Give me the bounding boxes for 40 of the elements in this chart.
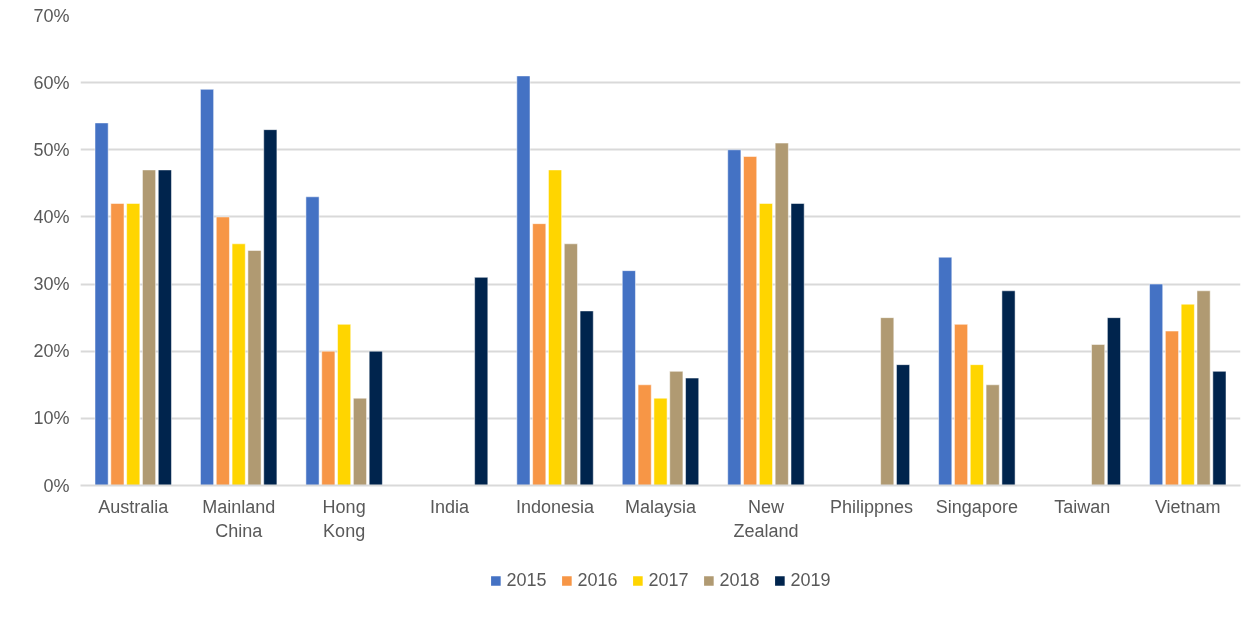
x-tick-label: Hong Kong	[322, 496, 366, 541]
bar	[142, 169, 156, 486]
bar	[353, 397, 367, 486]
bar	[474, 277, 489, 486]
bar	[548, 169, 562, 486]
bar	[1149, 283, 1163, 486]
x-tick-label: Malaysia	[624, 496, 697, 517]
bar	[1107, 317, 1121, 486]
y-tick-label: 20%	[33, 341, 70, 362]
bar	[759, 203, 773, 486]
y-tick-label: 10%	[33, 408, 70, 429]
x-tick-label: Indonesia	[516, 496, 596, 517]
bar	[158, 169, 172, 486]
bar	[368, 350, 383, 486]
x-tick-label: Vietnam	[1154, 496, 1221, 517]
x-tick-label: Australia	[98, 496, 170, 517]
x-tick-label: Philippnes	[829, 496, 913, 517]
x-tick-label: Taiwan	[1054, 496, 1111, 517]
bar	[954, 324, 968, 486]
y-tick-label: 30%	[33, 274, 70, 295]
bar	[938, 256, 953, 486]
y-tick-label: 50%	[33, 139, 70, 160]
y-tick-label: 40%	[33, 206, 70, 227]
bar	[1165, 330, 1179, 486]
legend-label: 2016	[577, 569, 618, 591]
x-tick-label: New Zealand	[733, 496, 799, 541]
bar	[896, 364, 910, 486]
bar	[1091, 344, 1105, 486]
x-tick-label: India	[430, 496, 471, 517]
y-tick-label: 0%	[43, 475, 70, 496]
legend-label: 2018	[719, 569, 760, 591]
bar	[880, 317, 895, 486]
legend-label: 2015	[506, 569, 547, 591]
y-tick-label: 70%	[33, 5, 70, 26]
legend-label: 2019	[790, 569, 831, 591]
bar	[200, 89, 214, 486]
y-tick-label: 60%	[33, 72, 70, 93]
x-tick-label: Singapore	[935, 496, 1018, 517]
x-tick-label: Mainland China	[202, 496, 276, 541]
legend-label: 2017	[648, 569, 689, 591]
